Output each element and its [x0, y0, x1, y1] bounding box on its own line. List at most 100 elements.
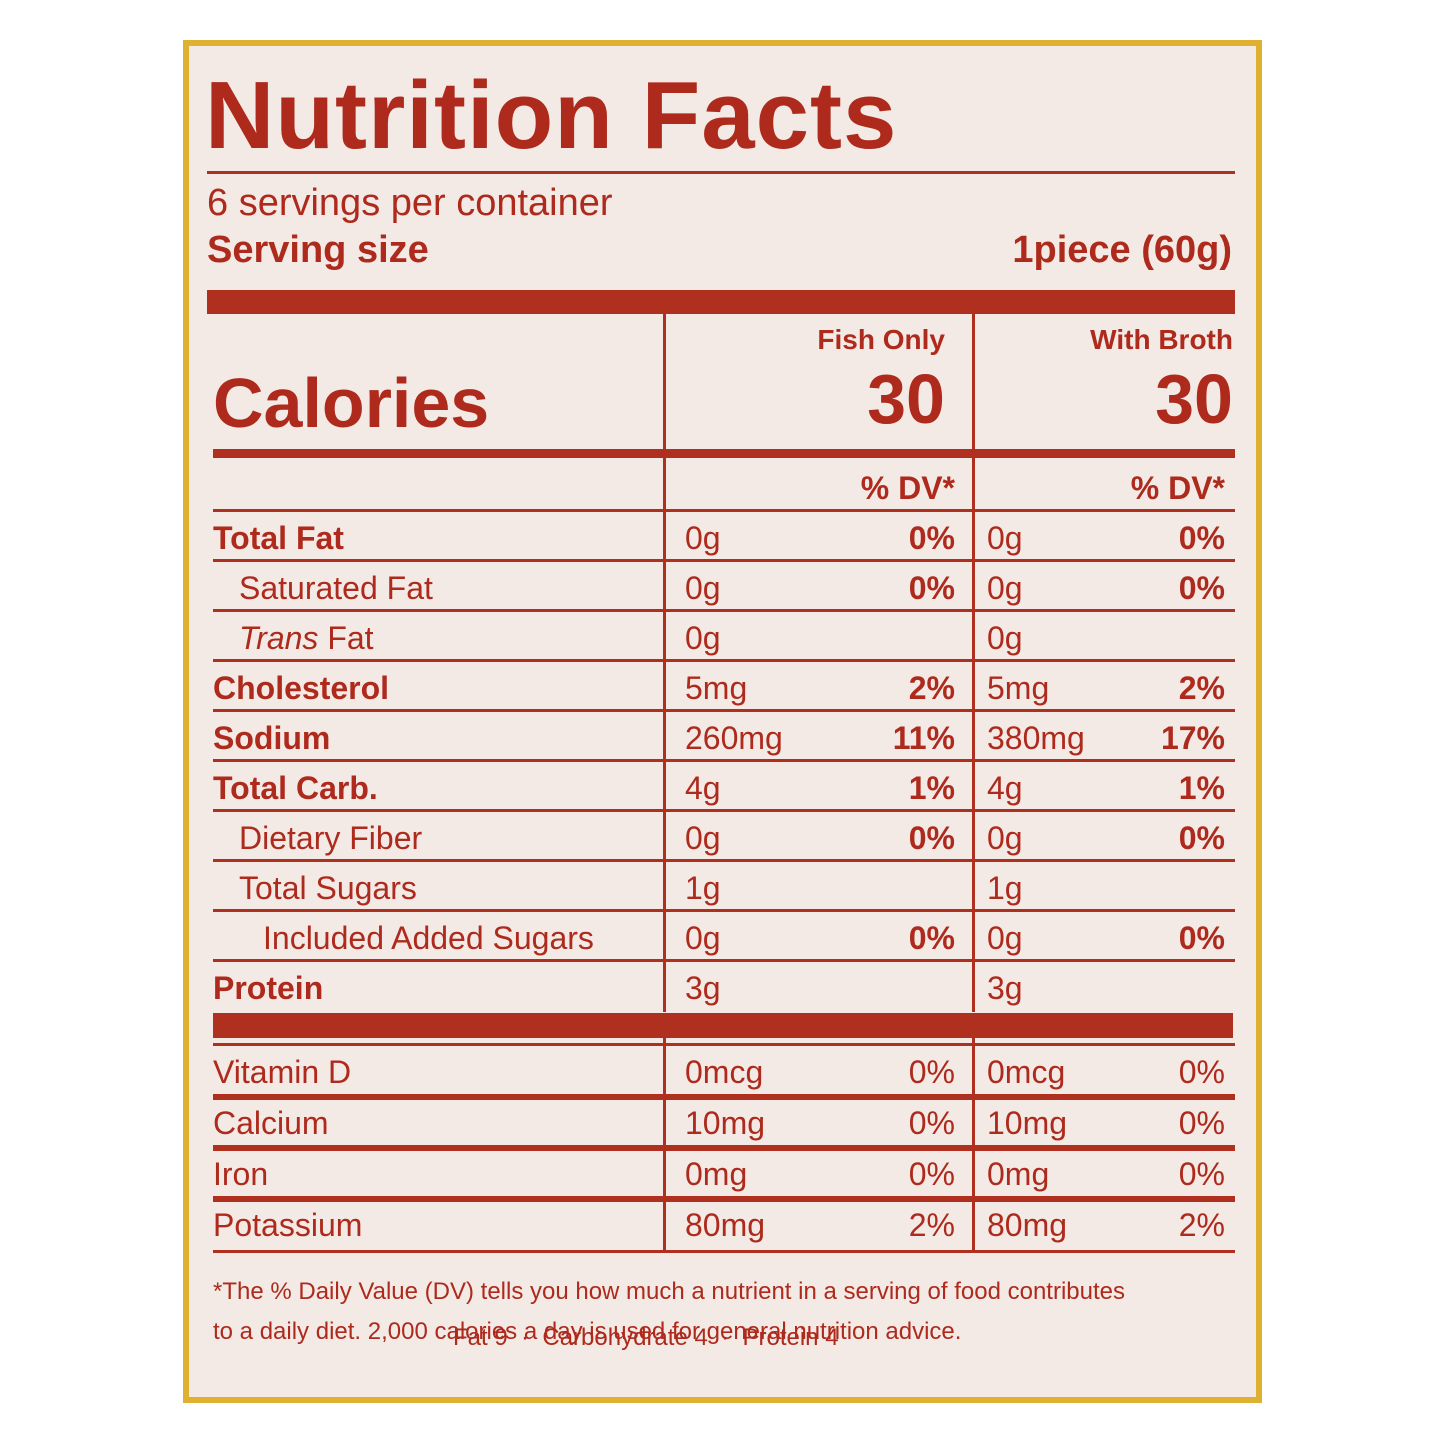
daily-value: 0% [908, 1054, 955, 1090]
rule [207, 171, 1235, 174]
amount: 0g [685, 920, 721, 956]
daily-value: 0% [908, 1156, 955, 1192]
daily-value: 2% [1178, 670, 1225, 706]
amount: 0g [685, 820, 721, 856]
daily-value: 0% [908, 570, 955, 606]
daily-value: 0% [1178, 570, 1225, 606]
amount: 5mg [685, 670, 748, 706]
calories-value: 30 [1155, 360, 1233, 438]
amount: 0g [685, 620, 721, 656]
serving-size-label: Serving size [207, 229, 429, 271]
row-rule [213, 1043, 1235, 1046]
row-rule [213, 1196, 1235, 1199]
row-rule [213, 1199, 1235, 1202]
daily-value: 1% [1178, 770, 1225, 806]
daily-value: 0% [1178, 1054, 1225, 1090]
daily-value: 0% [908, 820, 955, 856]
daily-value: 1% [908, 770, 955, 806]
row-rule [213, 1097, 1235, 1100]
row-rule [213, 959, 1235, 962]
row-rule [213, 909, 1235, 912]
thick-rule [213, 1013, 1233, 1038]
daily-value: 0% [908, 520, 955, 556]
rule [213, 449, 1235, 458]
nutrient-name: Total Fat [213, 520, 344, 556]
amount: 3g [987, 970, 1023, 1006]
nutrient-name: Included Added Sugars [263, 920, 594, 956]
row-rule [213, 1094, 1235, 1097]
row-rule [213, 609, 1235, 612]
amount: 380mg [987, 720, 1085, 756]
amount: 0g [685, 520, 721, 556]
daily-value: 2% [1178, 1207, 1225, 1243]
amount: 5mg [987, 670, 1050, 706]
amount: 4g [987, 770, 1023, 806]
daily-value: 2% [908, 670, 955, 706]
row-rule [213, 1148, 1235, 1151]
nutrient-name: Dietary Fiber [239, 820, 423, 856]
nutrient-name: Calcium [213, 1105, 329, 1141]
amount: 0mg [987, 1156, 1050, 1192]
daily-value: 0% [1178, 1156, 1225, 1192]
daily-value: 0% [1178, 520, 1225, 556]
cpg-item: Fat 9 [453, 1324, 508, 1351]
title: Nutrition Facts [205, 62, 898, 169]
row-rule [213, 509, 1235, 512]
column-divider [972, 314, 975, 1012]
daily-value: 0% [1178, 820, 1225, 856]
amount: 0g [685, 570, 721, 606]
serving-size-value: 1piece (60g) [1012, 229, 1232, 271]
row-rule [213, 709, 1235, 712]
dv-header: % DV* [1130, 470, 1225, 506]
dv-header: % DV* [860, 470, 955, 506]
amount: 4g [685, 770, 721, 806]
column-divider [972, 1038, 975, 1250]
nutrient-name: Vitamin D [213, 1054, 352, 1090]
amount: 1g [987, 870, 1023, 906]
daily-value: 0% [908, 920, 955, 956]
row-rule [213, 659, 1235, 662]
amount: 0g [987, 920, 1023, 956]
amount: 0g [987, 820, 1023, 856]
nutrient-name: Protein [213, 970, 324, 1006]
row-rule [213, 859, 1235, 862]
row-rule [213, 1250, 1235, 1253]
footnote: to a daily diet. 2,000 calories a day is… [213, 1318, 962, 1345]
row-rule [213, 809, 1235, 812]
column-header: With Broth [1090, 324, 1233, 355]
amount: 0g [987, 570, 1023, 606]
nutrient-name: Saturated Fat [239, 570, 433, 606]
nutrient-name: Trans Fat [239, 620, 374, 656]
daily-value: 0% [1178, 1105, 1225, 1141]
nutrient-name: Sodium [213, 720, 331, 756]
amount: 80mg [685, 1207, 766, 1243]
cpg-item: Protein 4 [742, 1324, 839, 1351]
row-rule [213, 759, 1235, 762]
amount: 0mcg [987, 1054, 1066, 1090]
label-frame [183, 40, 1262, 1403]
amount: 0mg [685, 1156, 748, 1192]
daily-value: 0% [908, 1105, 955, 1141]
calories-label: Calories [213, 364, 490, 442]
column-divider [663, 314, 666, 1012]
amount: 0g [987, 620, 1023, 656]
amount: 10mg [685, 1105, 766, 1141]
daily-value: 17% [1160, 720, 1225, 756]
daily-value: 2% [908, 1207, 955, 1243]
nutrient-name: Total Sugars [239, 870, 417, 906]
separator: · [714, 1324, 736, 1351]
column-divider [663, 1038, 666, 1250]
amount: 260mg [685, 720, 783, 756]
row-rule [213, 1145, 1235, 1148]
amount: 10mg [987, 1105, 1068, 1141]
amount: 80mg [987, 1207, 1068, 1243]
thick-rule [207, 290, 1235, 314]
amount: 1g [685, 870, 721, 906]
amount: 0g [987, 520, 1023, 556]
amount: 0mcg [685, 1054, 764, 1090]
nutrient-name: Cholesterol [213, 670, 390, 706]
amount: 3g [685, 970, 721, 1006]
nutrient-name: Iron [213, 1156, 269, 1192]
separator: · [514, 1324, 536, 1351]
